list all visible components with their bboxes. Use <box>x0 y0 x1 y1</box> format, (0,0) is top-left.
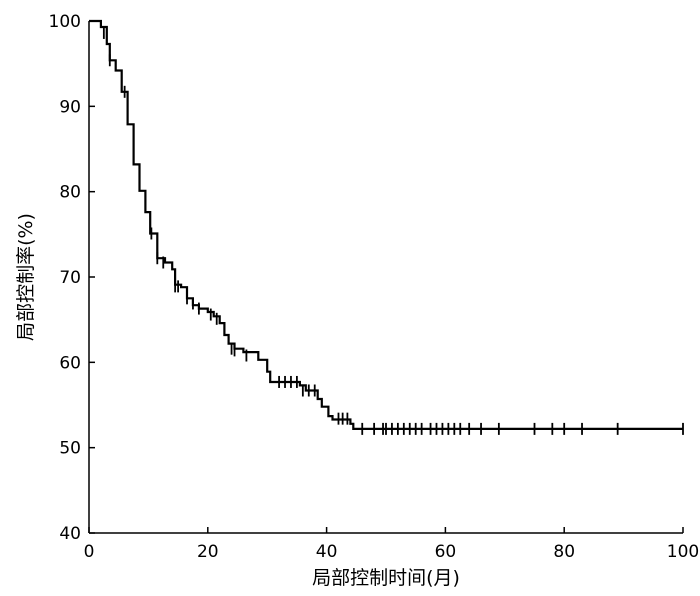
x-tick-label: 40 <box>316 542 338 562</box>
x-tick-label: 0 <box>84 542 95 562</box>
x-ticks: 0 20 40 60 80 100 <box>84 527 699 562</box>
y-axis-label: 局部控制率(%) <box>15 213 37 341</box>
x-axis-label: 局部控制时间(月) <box>312 567 460 589</box>
y-tick-label: 100 <box>49 12 81 32</box>
x-tick-label: 80 <box>553 542 575 562</box>
axes <box>88 21 683 534</box>
censor-marks <box>102 26 684 435</box>
y-tick-label: 40 <box>59 524 81 544</box>
survival-curve <box>89 19 683 430</box>
x-tick-label: 60 <box>435 542 457 562</box>
y-tick-label: 50 <box>59 439 81 459</box>
x-tick-label: 20 <box>197 542 219 562</box>
x-tick-label: 100 <box>667 542 699 562</box>
km-step-line <box>89 19 683 430</box>
y-tick-label: 80 <box>59 183 81 203</box>
y-tick-label: 90 <box>59 97 81 117</box>
y-ticks: 40 50 60 70 80 90 100 <box>49 12 95 544</box>
y-tick-label: 70 <box>59 268 81 288</box>
y-tick-label: 60 <box>59 353 81 373</box>
